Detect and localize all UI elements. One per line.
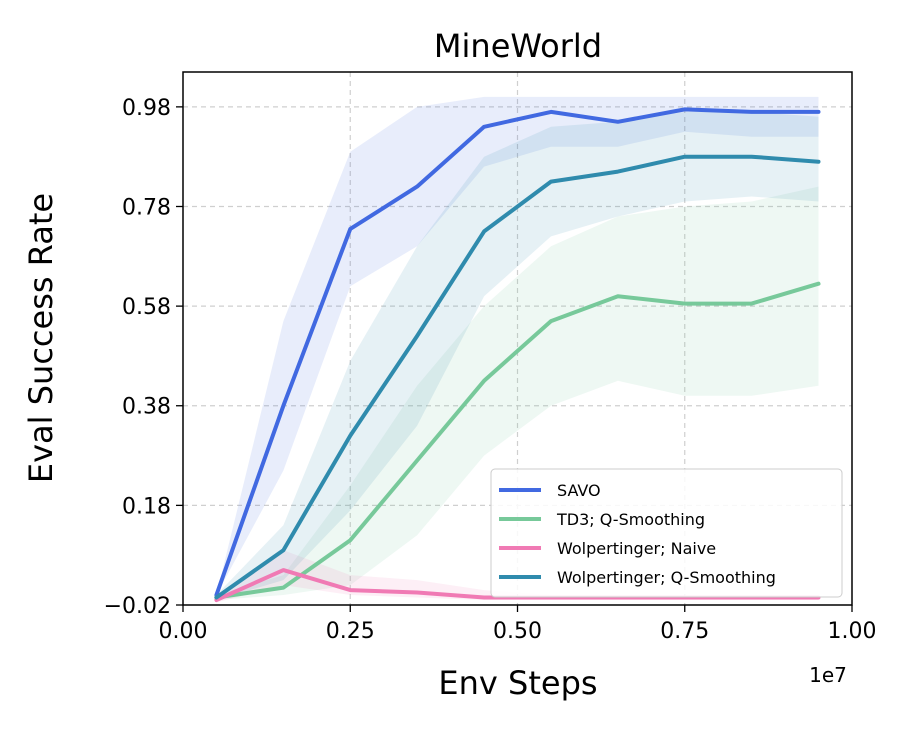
x-axis-offset-label: 1e7 [809, 663, 847, 687]
x-tick-label: 0.00 [159, 619, 208, 644]
x-tick-label: 0.25 [326, 619, 375, 644]
legend-label: TD3; Q-Smoothing [556, 510, 705, 529]
x-tick-label: 0.50 [493, 619, 542, 644]
x-tick-label: 1.00 [828, 619, 877, 644]
axis-ticks: 0.00 0.25 0.50 0.75 1.00 −0.02 0.18 0.38 0.58 0.7… [104, 96, 877, 644]
y-axis-label: Eval Success Rate [22, 193, 60, 483]
y-tick-label: 0.78 [122, 195, 171, 220]
legend-box [490, 468, 843, 598]
y-tick-label: 0.58 [122, 295, 171, 320]
legend: SAVO TD3; Q-Smoothing Wolpertinger; Naive W… [490, 468, 843, 598]
y-tick-label: −0.02 [104, 594, 171, 619]
x-axis-label: Env Steps [438, 664, 597, 702]
series-line-1 [214, 281, 821, 600]
x-tick-label: 0.75 [660, 619, 709, 644]
series-band-3 [216, 111, 819, 601]
series-band-1 [216, 186, 819, 600]
series-line-3 [214, 154, 821, 600]
legend-label: Wolpertinger; Q-Smoothing [557, 568, 776, 587]
legend-label: Wolpertinger; Naive [557, 539, 716, 558]
y-tick-label: 0.38 [122, 395, 171, 420]
series-band-0 [216, 96, 819, 596]
y-tick-label: 0.18 [122, 494, 171, 519]
chart-title: MineWorld [434, 27, 602, 65]
y-tick-label: 0.98 [122, 96, 171, 121]
legend-label: SAVO [557, 481, 601, 500]
series-line-0 [214, 107, 821, 597]
